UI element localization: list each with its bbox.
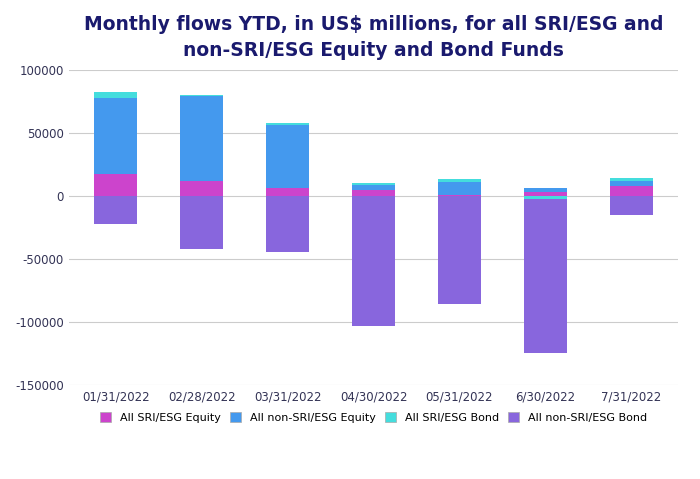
Bar [266,196,309,252]
Bar [524,192,567,196]
Bar [94,92,137,98]
Bar [181,182,223,196]
Bar [94,174,137,196]
Bar [266,125,309,188]
Bar [181,96,223,182]
Bar [524,188,567,192]
Bar [352,183,395,185]
Bar [352,190,395,196]
Bar [94,196,137,224]
Bar [610,182,652,186]
Bar [266,123,309,125]
Bar [438,194,481,196]
Bar [94,98,137,174]
Bar [266,188,309,196]
Bar [181,196,223,250]
Bar [524,196,567,199]
Bar [610,186,652,196]
Bar [181,95,223,96]
Bar [438,180,481,182]
Bar [524,199,567,353]
Bar [352,196,395,326]
Bar [610,178,652,182]
Bar [438,196,481,304]
Bar [610,196,652,216]
Bar [438,182,481,194]
Legend: All SRI/ESG Equity, All non-SRI/ESG Equity, All SRI/ESG Bond, All non-SRI/ESG Bo: All SRI/ESG Equity, All non-SRI/ESG Equi… [96,408,651,427]
Title: Monthly flows YTD, in US$ millions, for all SRI/ESG and
non-SRI/ESG Equity and B: Monthly flows YTD, in US$ millions, for … [84,15,664,60]
Bar [352,185,395,190]
